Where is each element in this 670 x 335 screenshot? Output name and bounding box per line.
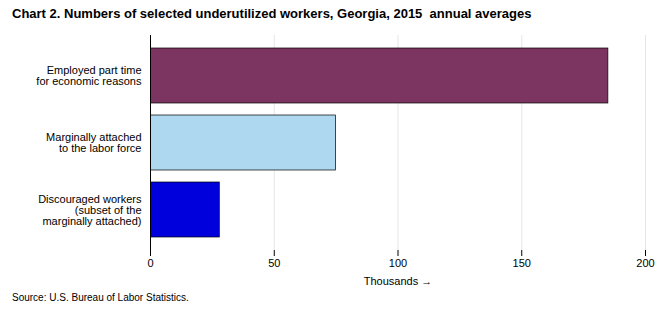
svg-text:Marginally attachedto the labo: Marginally attachedto the labor force <box>46 131 141 154</box>
html-text:Chart 2. Numbers of selected u: Chart 2. Numbers of selected underutiliz… <box>12 6 532 21</box>
svg-text:150: 150 <box>513 257 531 269</box>
svg-text:Discouraged workers(subset of: Discouraged workers(subset of themargina… <box>38 193 142 227</box>
svg-text:200: 200 <box>636 257 654 269</box>
svg-text:0: 0 <box>147 257 153 269</box>
svg-text:50: 50 <box>268 257 280 269</box>
html-text:Source: U.S. Bureau of Labor S: Source: U.S. Bureau of Labor Statistics. <box>12 292 189 303</box>
svg-text:Thousands →: Thousands → <box>364 275 432 287</box>
svg-text:100: 100 <box>389 257 407 269</box>
svg-text:Employed part timefor economic: Employed part timefor economic reasons <box>36 64 142 87</box>
